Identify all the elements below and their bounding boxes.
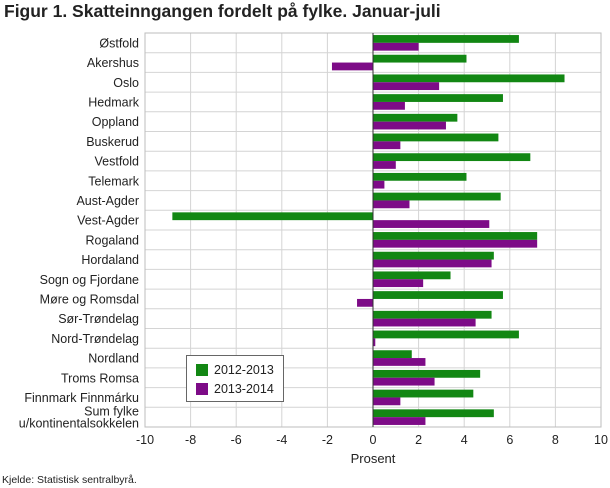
x-axis-label: Prosent [351, 451, 396, 466]
legend-label-series-1: 2012-2013 [214, 363, 274, 377]
bar-series-2-akershus [331, 62, 373, 71]
bar-series-1-møre-og-romsdal [373, 291, 503, 299]
bar-series-2-sør-trøndelag [373, 318, 476, 327]
chart-title: Figur 1. Skatteinngangen fordelt på fylk… [4, 1, 441, 21]
bar-series-2-sogn-og-fjordane [373, 279, 424, 288]
x-tick-label: -6 [231, 433, 242, 447]
category-label: Troms Romsa [61, 371, 139, 385]
x-tick-label: 4 [461, 433, 468, 447]
category-label: Vest-Agder [77, 214, 139, 228]
bar-series-1-sogn-og-fjordane [373, 271, 451, 280]
category-label: Sogn og Fjordane [40, 273, 139, 287]
bar-series-1-oslo [373, 74, 565, 83]
legend-swatch-series-2 [196, 383, 208, 395]
bar-series-2-hedmark [373, 101, 405, 110]
category-label: Hordaland [81, 253, 139, 267]
category-label: Finnmark Finnmárku [24, 391, 139, 405]
bar-series-1-hedmark [373, 94, 503, 102]
bar-series-1-nord-trøndelag [373, 330, 519, 339]
bar-series-2-buskerud [373, 141, 401, 150]
x-tick-label: 2 [415, 433, 422, 447]
category-label: Buskerud [86, 135, 139, 149]
bar-series-1-rogaland [373, 232, 538, 240]
bar-series-2-rogaland [373, 239, 538, 248]
bar-series-1-aust-agder [373, 192, 501, 201]
bar-series-2-hordaland [373, 259, 492, 268]
x-tick-label: 8 [552, 433, 559, 447]
category-label: Akershus [87, 56, 139, 70]
legend-label-series-2: 2013-2014 [214, 382, 274, 396]
axes [144, 32, 602, 428]
x-tick-label: -4 [276, 433, 287, 447]
x-tick-label: 10 [594, 433, 608, 447]
bar-series-2-troms-romsa [373, 377, 435, 386]
bar-series-2-vestfold [373, 161, 396, 169]
category-label: Sør-Trøndelag [58, 312, 139, 326]
bar-series-1-oppland [373, 113, 458, 122]
bar-series-2-telemark [373, 180, 385, 189]
x-tick-label: 0 [370, 433, 377, 447]
bar-series-1-telemark [373, 172, 467, 181]
bar-series-1-troms-romsa [373, 369, 481, 378]
category-label: Vestfold [95, 155, 140, 169]
bar-series-1-vest-agder [172, 212, 373, 221]
x-tick-labels: -10 -8 -6 -4 -2 0 2 4 6 8 10 [136, 433, 608, 447]
bar-series-1-sum-fylke-u-kontinentalsokkelen [373, 409, 494, 418]
bar-series-2-nord-trøndelag [373, 338, 376, 347]
bar-series-2-oppland [373, 121, 446, 130]
bar-series-2-sum-fylke-u-kontinentalsokkelen [373, 417, 426, 425]
legend: 2012-2013 2013-2014 [186, 355, 284, 402]
category-label: Oslo [113, 76, 139, 90]
x-tick-label: -2 [322, 433, 333, 447]
category-label: Sum fylke u/kontinentalsokkelen [19, 405, 139, 431]
category-labels: Østfold Akershus Oslo Hedmark Oppland Buskeru… [19, 36, 140, 430]
category-label: Nordland [88, 352, 139, 366]
category-label: Østfold [99, 36, 139, 50]
bar-series-1-nordland [373, 350, 412, 359]
bar-series-2-aust-agder [373, 200, 410, 209]
category-label: Hedmark [88, 95, 139, 109]
legend-swatch-series-1 [196, 364, 208, 376]
bar-series-1-østfold [373, 35, 519, 43]
bar-series-1-hordaland [373, 251, 494, 260]
category-label: Aust-Agder [76, 194, 139, 208]
bar-series-1-finnmark-finnm-rku [373, 389, 474, 398]
source-note: Kjelde: Statistisk sentralbyrå. [2, 474, 137, 486]
bar-series-2-vest-agder [373, 220, 490, 228]
bar-series-2-nordland [373, 358, 426, 366]
bar-series-1-buskerud [373, 133, 499, 142]
bar-series-1-akershus [373, 54, 467, 63]
x-tick-label: -8 [185, 433, 196, 447]
category-label: Rogaland [85, 233, 139, 247]
bar-series-2-oslo [373, 82, 440, 91]
category-label: Nord-Trøndelag [51, 332, 139, 346]
category-label: Oppland [92, 115, 139, 129]
bar-series-1-sør-trøndelag [373, 310, 492, 319]
category-label: Telemark [88, 174, 139, 188]
bar-series-1-vestfold [373, 153, 531, 162]
bar-series-2-østfold [373, 42, 419, 51]
legend-item-series-2: 2013-2014 [196, 382, 274, 396]
x-tick-label: 6 [506, 433, 513, 447]
bar-series-2-finnmark-finnm-rku [373, 397, 401, 406]
category-label: Møre og Romsdal [40, 292, 139, 306]
bars [172, 35, 565, 425]
x-tick-label: -10 [136, 433, 154, 447]
bar-series-2-møre-og-romsdal [357, 298, 373, 307]
legend-item-series-1: 2012-2013 [196, 363, 274, 377]
